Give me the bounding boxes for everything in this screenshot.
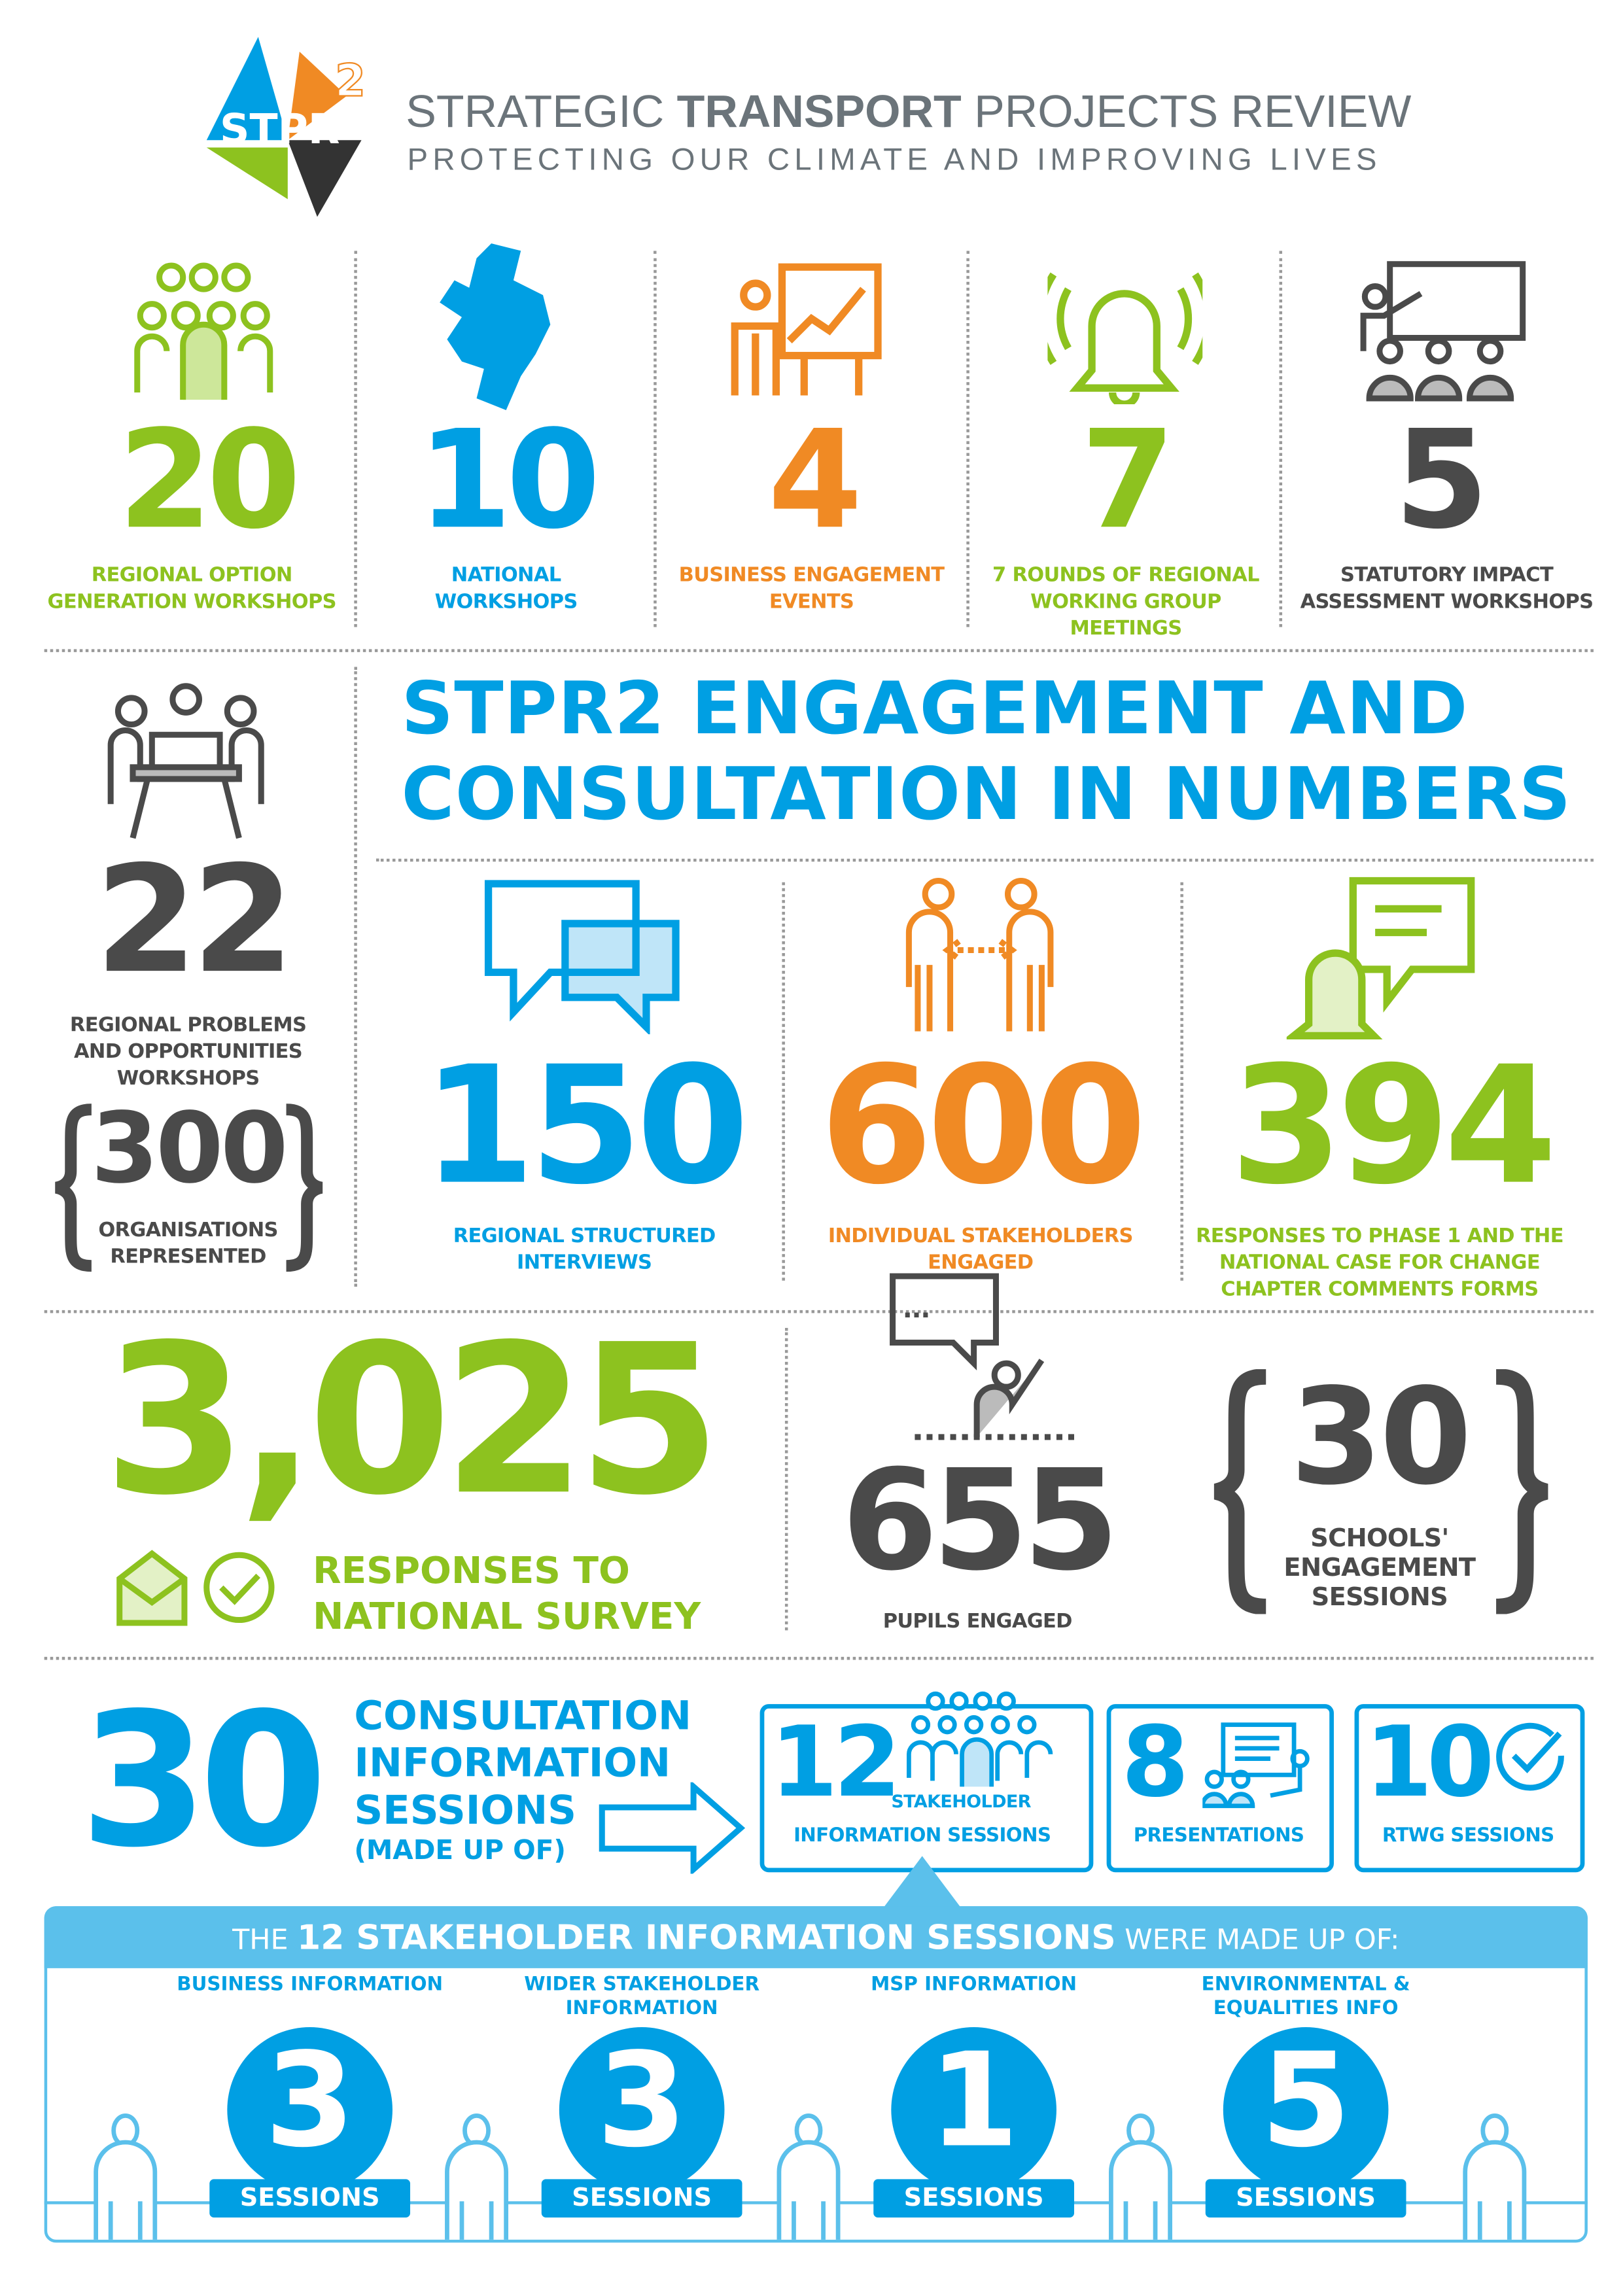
breakdown-label: INFORMATION SESSIONS — [794, 1825, 1051, 1847]
meeting-table-icon — [107, 683, 264, 839]
envelope-check-icon — [116, 1550, 275, 1626]
subtitle: PROTECTING OUR CLIMATE AND IMPROVING LIV… — [407, 143, 1382, 177]
brace-right — [1495, 1369, 1549, 1614]
banner: THE 12 STAKEHOLDER INFORMATION SESSIONS … — [44, 1906, 1588, 1968]
brace-left — [1213, 1369, 1266, 1614]
stat-label: REGIONAL STRUCTURED INTERVIEWS — [453, 1225, 716, 1275]
person-icon — [777, 2113, 841, 2240]
person-icon — [1463, 2113, 1527, 2240]
stat-value: 20 — [118, 401, 301, 559]
bell-icon — [1047, 272, 1203, 405]
svg-text:2: 2 — [335, 55, 366, 107]
stat-label: 7 ROUNDS OF REGIONAL WORKING GROUP MEETI… — [992, 563, 1259, 640]
schools-label: SCHOOLS' ENGAGEMENT SESSIONS — [1283, 1523, 1476, 1613]
pointer-triangle — [878, 1856, 967, 1915]
title-part: PROJECTS REVIEW — [961, 85, 1412, 137]
session-unit: SESSIONS — [873, 2179, 1075, 2218]
session-value: 5 — [1223, 2026, 1389, 2193]
label-line: INFORMATION — [354, 1741, 671, 1787]
consultation-label: CONSULTATION INFORMATION SESSIONS (MADE UP … — [354, 1694, 691, 1868]
stat-label: INDIVIDUAL STAKEHOLDERS ENGAGED — [828, 1225, 1134, 1275]
stat-label: STATUTORY IMPACT ASSESSMENT WORKSHOPS — [1300, 563, 1594, 614]
stat-label: REGIONAL OPTION GENERATION WORKSHOPS — [47, 563, 337, 614]
stat-label: RESPONSES TO PHASE 1 AND THE NATIONAL CA… — [1195, 1225, 1564, 1302]
breakdown-label-top: STAKEHOLDER — [891, 1791, 1031, 1812]
breakdown-value: 10 — [1365, 1705, 1494, 1820]
survey-label-line: RESPONSES TO — [313, 1549, 630, 1592]
stat-value: 600 — [820, 1031, 1147, 1221]
org-value: 300 — [90, 1092, 288, 1206]
stat-value: 10 — [417, 401, 601, 559]
survey-value: 3,025 — [103, 1301, 722, 1542]
title-bold: TRANSPORT — [676, 85, 962, 137]
breakdown-value: 8 — [1121, 1705, 1189, 1820]
session-unit: SESSIONS — [1205, 2179, 1406, 2218]
stat-value: 22 — [95, 833, 294, 1007]
session-arc-label: BUSINESS INFORMATION — [177, 1974, 444, 1996]
scotland-map-icon — [440, 243, 551, 411]
stpr2-logo: STPR 2 — [206, 37, 366, 217]
session-unit: SESSIONS — [209, 2179, 411, 2218]
org-label: ORGANISATIONS REPRESENTED — [98, 1219, 278, 1269]
stat-label: NATIONAL WORKSHOPS — [434, 563, 578, 614]
banner-text: THE — [232, 1924, 298, 1957]
banner-bold: 12 STAKEHOLDER INFORMATION SESSIONS — [297, 1919, 1116, 1958]
session-unit: SESSIONS — [541, 2179, 742, 2218]
survey-label: RESPONSES TO NATIONAL SURVEY — [313, 1548, 701, 1639]
pupils-value: 655 — [841, 1441, 1120, 1603]
group-people-icon — [134, 262, 273, 400]
session-arc-label: MSP INFORMATION — [871, 1974, 1077, 1996]
stat-value: 150 — [422, 1031, 749, 1221]
stat-value: 5 — [1394, 401, 1488, 559]
page-title: STRATEGIC TRANSPORT PROJECTS REVIEW — [406, 86, 1411, 139]
label-line: CONSULTATION — [354, 1694, 691, 1740]
stat-label: REGIONAL PROBLEMS AND OPPORTUNITIES WORK… — [69, 1013, 307, 1090]
session-arc-label: WIDER STAKEHOLDER INFORMATION — [524, 1974, 760, 2020]
session-value: 3 — [559, 2026, 725, 2193]
bubble-dots: ... — [903, 1288, 930, 1325]
group-people-icon — [907, 1691, 1053, 1787]
person-icon — [94, 2113, 158, 2240]
session-arc-label: ENVIRONMENTAL & EQUALITIES INFO — [1201, 1974, 1410, 2020]
brace-left — [54, 1104, 92, 1272]
breakdown-label: PRESENTATIONS — [1133, 1825, 1304, 1847]
consultation-value: 30 — [79, 1674, 328, 1889]
stat-value: 4 — [767, 401, 862, 559]
banner-text: WERE MADE UP OF: — [1115, 1924, 1400, 1957]
title-part: STRATEGIC — [406, 85, 677, 137]
headline-line: CONSULTATION IN NUMBERS — [401, 752, 1572, 837]
bell-chat-icon — [1286, 877, 1475, 1039]
svg-text:STPR: STPR — [220, 105, 340, 153]
pupil-raising-hand-icon — [890, 1273, 1077, 1440]
session-value: 3 — [227, 2026, 393, 2193]
teacher-audience-icon — [1360, 261, 1526, 402]
session-value: 1 — [891, 2026, 1056, 2193]
stat-value: 394 — [1230, 1031, 1557, 1221]
two-people-exchange-icon — [905, 878, 1054, 1032]
headline: STPR2 ENGAGEMENT AND CONSULTATION IN NUMB… — [401, 667, 1571, 838]
label-line: SESSIONS — [354, 1788, 577, 1834]
stat-value: 7 — [1081, 401, 1175, 559]
pupils-label: PUPILS ENGAGED — [882, 1609, 1073, 1633]
person-icon — [1109, 2113, 1172, 2240]
headline-line: STPR2 ENGAGEMENT AND — [401, 667, 1469, 752]
arrow-right-icon — [599, 1782, 746, 1874]
survey-label-line: NATIONAL SURVEY — [313, 1595, 701, 1638]
check-circle-icon — [1496, 1722, 1564, 1791]
schools-value: 30 — [1290, 1360, 1472, 1516]
breakdown-label: RTWG SESSIONS — [1382, 1825, 1554, 1847]
stat-label: BUSINESS ENGAGEMENT EVENTS — [678, 563, 945, 614]
presentation-chart-icon — [731, 263, 882, 396]
breakdown-value: 12 — [770, 1705, 901, 1820]
speech-bubbles-icon — [484, 880, 680, 1035]
brace-right — [286, 1104, 323, 1272]
label-line: (MADE UP OF) — [354, 1835, 566, 1867]
person-icon — [445, 2113, 509, 2240]
presentation-audience-icon — [1202, 1722, 1310, 1809]
